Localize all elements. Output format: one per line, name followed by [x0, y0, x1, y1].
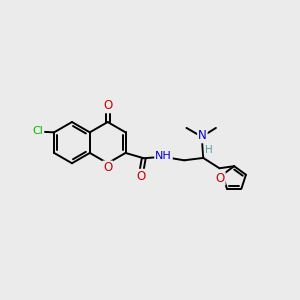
Text: Cl: Cl [32, 126, 44, 136]
Text: O: O [136, 170, 146, 183]
Text: O: O [103, 161, 112, 175]
Text: NH: NH [155, 151, 172, 161]
Text: N: N [198, 129, 207, 142]
Text: O: O [103, 99, 112, 112]
Text: H: H [205, 145, 212, 155]
Text: O: O [215, 172, 225, 185]
